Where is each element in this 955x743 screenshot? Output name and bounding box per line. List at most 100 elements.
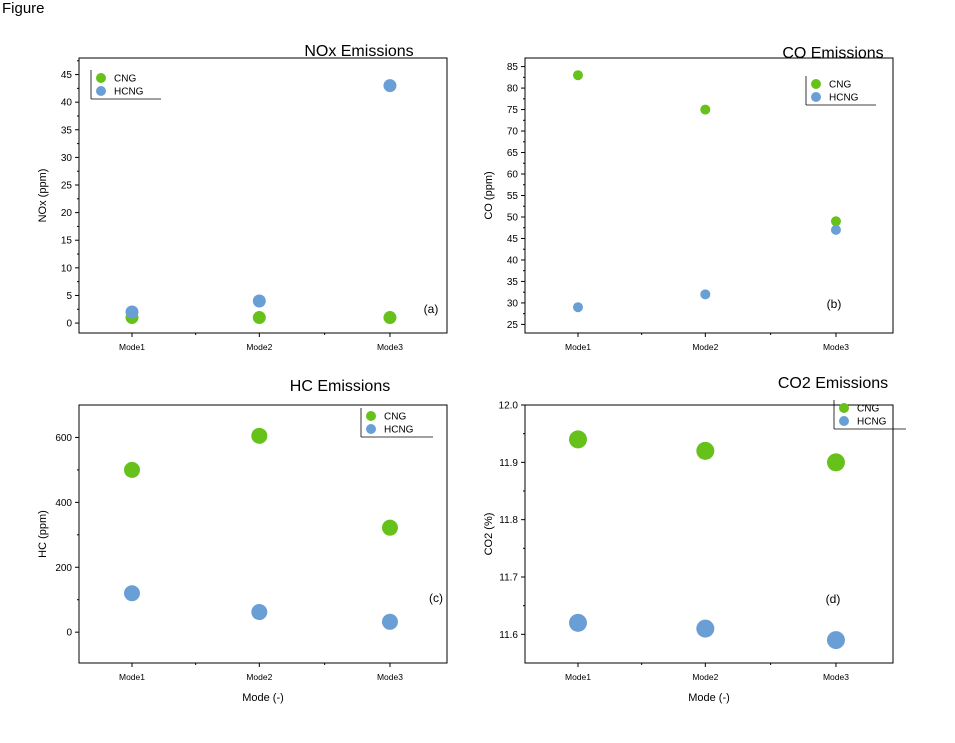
y-tick-label: 11.7 [499,573,518,584]
data-point-hcng [381,613,398,630]
y-tick-label: 75 [507,105,519,116]
data-point-cng [251,427,268,444]
y-tick-label: 35 [61,125,73,136]
data-point-cng [700,104,711,115]
y-axis-label: HC (ppm) [37,510,49,558]
y-tick-label: 30 [61,153,73,164]
data-point-cng [252,311,266,325]
y-tick-label: 11.6 [499,630,518,641]
chart-panel-3: HC Emissions 0 200 400 600 HC (ppm) Mode1 Mode2… [37,378,448,704]
plot-frame [524,404,894,664]
y-tick-label: 11.8 [499,515,518,526]
chart-panel-4: CO2 Emissions 11.6 11.7 11.8 11.9 12.0 CO2 (%)… [483,375,906,704]
y-tick-label: 200 [55,563,72,574]
y-tick-label: 11.9 [499,458,518,469]
data-point-hcng [826,631,845,650]
y-tick-label: 5 [66,291,72,302]
y-tick-label: 35 [507,277,519,288]
y-tick-label: 600 [55,433,72,444]
plot-frame [78,404,448,664]
y-tick-label: 400 [55,498,72,509]
data-point-cng [830,216,841,227]
y-axis-label: NOx (ppm) [37,169,49,223]
x-axis-label: Mode (-) [688,692,730,704]
data-point-hcng [383,79,397,93]
legend: CNG HCNG [360,408,433,438]
panel-label: (a) [424,302,439,316]
y-tick-label: 25 [61,181,73,192]
legend-marker-cng [96,73,106,83]
data-point-cng [383,311,397,325]
x-tick-label: Mode1 [119,342,145,352]
y-tick-label: 40 [507,255,519,266]
data-point-cng [381,519,398,536]
y-tick-label: 60 [507,170,519,181]
data-point-cng [568,430,587,449]
legend-label: CNG [114,74,136,85]
x-tick-label: Mode2 [246,672,272,682]
legend-marker-hcng [366,424,376,434]
chart-title: CO Emissions [782,45,883,62]
legend-marker-hcng [839,416,849,426]
x-tick-label: Mode2 [692,672,718,682]
x-tick-label: Mode2 [246,342,272,352]
y-tick-label: 20 [61,208,73,219]
legend-marker-cng [811,79,821,89]
chart-panel-2: CO Emissions 25 30 35 40 45 50 55 60 65 70 75 80 85 CO… [483,45,894,352]
legend: CNG HCNG [90,70,161,100]
y-tick-label: 12.0 [499,401,519,412]
legend-label: HCNG [384,425,414,436]
data-point-hcng [125,305,139,319]
data-point-cng [123,461,140,478]
legend-label: CNG [384,412,406,423]
x-tick-label: Mode3 [377,342,403,352]
y-tick-label: 50 [507,212,519,223]
chart-title: NOx Emissions [304,43,413,60]
y-tick-label: 45 [61,70,73,81]
figure-header: Figure [2,0,45,17]
chart-panel-1: NOx Emissions 0 5 10 15 20 25 30 35 40 45 NOx (ppm)… [37,43,448,352]
y-axis-label: CO (ppm) [483,171,495,219]
data-point-cng [572,70,583,81]
plot-frame [78,57,448,334]
legend-label: HCNG [857,417,887,428]
x-axis-label: Mode (-) [242,692,284,704]
data-point-hcng [696,619,715,638]
y-tick-label: 25 [507,320,519,331]
legend-marker-hcng [96,86,106,96]
legend-label: HCNG [829,93,859,104]
x-tick-label: Mode2 [692,342,718,352]
y-tick-label: 55 [507,191,519,202]
y-tick-label: 45 [507,234,519,245]
data-point-hcng [572,302,583,313]
data-point-hcng [830,224,841,235]
panel-label: (c) [429,591,443,605]
y-tick-label: 0 [66,628,72,639]
y-tick-label: 40 [61,98,73,109]
legend-marker-hcng [811,92,821,102]
y-tick-label: 85 [507,62,519,73]
panel-label: (d) [826,592,841,606]
y-tick-label: 10 [61,263,73,274]
legend: CNG HCNG [805,76,876,106]
legend-marker-cng [839,403,849,413]
y-tick-label: 70 [507,127,519,138]
y-axis-label: CO2 (%) [483,513,495,556]
x-tick-label: Mode1 [119,672,145,682]
y-tick-label: 80 [507,84,519,95]
y-tick-label: 15 [61,236,73,247]
legend-label: CNG [829,80,851,91]
data-point-cng [696,441,715,460]
x-tick-label: Mode3 [823,342,849,352]
chart-title: CO2 Emissions [778,375,888,392]
x-tick-label: Mode3 [823,672,849,682]
data-point-cng [826,453,845,472]
data-point-hcng [123,585,140,602]
legend-marker-cng [366,411,376,421]
y-tick-label: 0 [66,319,72,330]
data-point-hcng [251,604,268,621]
chart-title: HC Emissions [290,378,390,395]
data-point-hcng [568,613,587,632]
y-tick-label: 65 [507,148,519,159]
